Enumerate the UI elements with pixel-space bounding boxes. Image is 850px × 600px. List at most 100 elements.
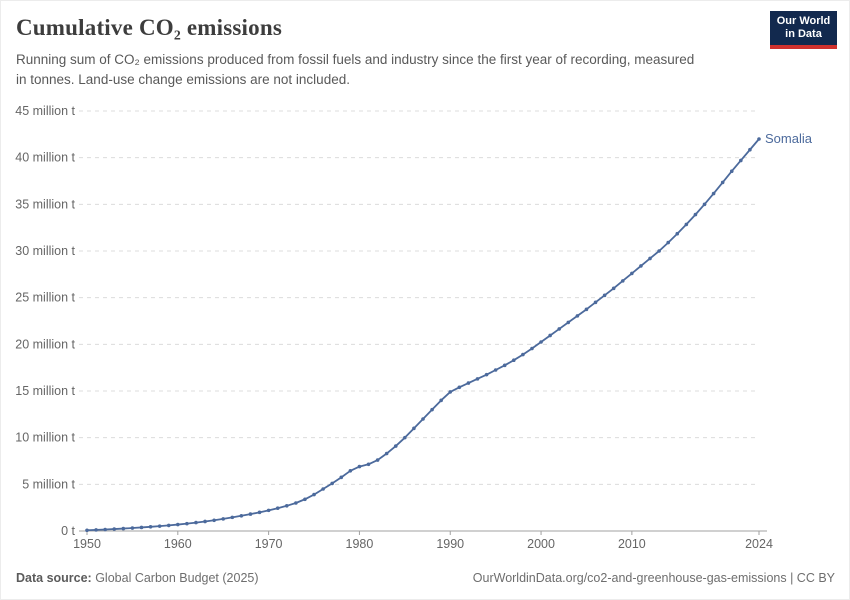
page-title: Cumulative CO₂ emissions [16, 15, 282, 40]
x-tick-label: 1970 [255, 537, 283, 551]
x-tick-label: 2000 [527, 537, 555, 551]
data-point-marker [312, 492, 316, 497]
data-point-marker [303, 497, 307, 502]
data-point-marker [339, 475, 344, 480]
x-tick-label: 1990 [436, 537, 464, 551]
y-tick-label: 45 million t [15, 104, 75, 118]
data-point-marker [203, 519, 207, 524]
data-point-marker [121, 526, 126, 531]
data-point-marker [630, 271, 634, 276]
x-tick-label: 2024 [745, 537, 773, 551]
y-tick-label: 40 million t [15, 151, 75, 165]
rights-link[interactable]: OurWorldinData.org/co2-and-greenhouse-ga… [472, 571, 835, 585]
owid-logo-line1: Our World [776, 15, 831, 28]
data-point-marker [530, 346, 534, 351]
data-point-marker [194, 520, 198, 525]
data-point-marker [148, 525, 153, 529]
data-point-marker [739, 158, 743, 163]
data-point-marker [393, 444, 398, 448]
data-point-marker [375, 458, 380, 462]
x-tick-label: 1980 [346, 537, 374, 551]
data-point-marker [466, 381, 471, 385]
data-point-marker [602, 293, 607, 298]
data-point-marker [729, 169, 734, 173]
data-point-marker [675, 231, 680, 236]
data-source: Data source: Global Carbon Budget (2025) [16, 571, 259, 585]
entity-label[interactable]: Somalia [765, 131, 813, 146]
data-point-marker [457, 385, 462, 390]
data-point-marker [384, 451, 389, 456]
y-tick-label: 5 million t [22, 477, 75, 491]
data-point-marker [330, 481, 334, 486]
data-point-marker [493, 368, 498, 372]
data-point-marker [112, 527, 117, 531]
data-point-marker [239, 513, 244, 518]
x-tick-label: 1960 [164, 537, 192, 551]
data-point-marker [521, 352, 525, 357]
data-point-marker [711, 191, 716, 196]
data-point-marker [611, 286, 616, 291]
chart-header: Cumulative CO₂ emissions Running sum of … [16, 15, 756, 89]
y-tick-label: 35 million t [15, 197, 75, 211]
data-point-marker [403, 435, 407, 440]
data-point-marker [230, 515, 235, 520]
data-point-marker [430, 407, 434, 412]
data-point-marker [666, 240, 670, 245]
data-point-marker [139, 525, 144, 530]
data-point-marker [221, 517, 226, 521]
y-tick-label: 0 t [61, 524, 75, 538]
y-tick-label: 30 million t [15, 244, 75, 258]
data-point-marker [130, 526, 135, 530]
data-point-marker [357, 464, 362, 469]
y-tick-label: 20 million t [15, 337, 75, 351]
data-point-marker [94, 528, 98, 532]
data-point-marker [366, 462, 371, 467]
data-point-marker [294, 501, 298, 505]
y-tick-label: 25 million t [15, 291, 75, 305]
data-point-marker [748, 147, 752, 152]
data-point-marker [484, 372, 489, 377]
data-point-marker [539, 340, 543, 344]
data-point-marker [257, 510, 262, 515]
data-point-marker [502, 363, 507, 368]
data-point-marker [693, 212, 698, 217]
data-point-marker [475, 377, 480, 381]
data-point-marker [584, 307, 589, 312]
data-point-marker [757, 137, 761, 141]
data-point-marker [176, 522, 180, 527]
data-source-label: Data source: [16, 571, 92, 585]
y-tick-label: 10 million t [15, 431, 75, 445]
data-point-marker [557, 327, 562, 331]
data-point-marker [412, 426, 416, 431]
data-point-marker [321, 487, 325, 491]
data-point-marker [85, 528, 89, 533]
data-point-marker [103, 527, 107, 532]
chart-subtitle: Running sum of CO₂ emissions produced fr… [16, 52, 695, 87]
data-point-marker [548, 333, 552, 338]
data-point-marker [284, 504, 289, 508]
data-point-marker [248, 512, 253, 516]
data-point-marker [620, 279, 625, 283]
data-point-marker [439, 398, 443, 403]
data-point-marker [266, 508, 271, 513]
somalia-line-series[interactable] [86, 138, 760, 532]
data-point-marker [421, 417, 425, 421]
data-point-marker [684, 222, 689, 227]
data-point-marker [185, 521, 189, 526]
x-tick-label: 1950 [73, 537, 101, 551]
data-point-marker [448, 390, 453, 394]
chart-footer: Data source: Global Carbon Budget (2025)… [16, 571, 835, 585]
data-point-marker [657, 249, 661, 253]
owid-logo-line2: in Data [785, 28, 822, 40]
owid-logo[interactable]: Our World in Data [770, 11, 837, 49]
data-point-marker [720, 180, 725, 185]
data-source-value: Global Carbon Budget (2025) [91, 571, 259, 585]
y-tick-label: 15 million t [15, 384, 75, 398]
data-point-marker [157, 524, 162, 528]
data-point-marker [212, 518, 216, 523]
data-point-marker [566, 320, 571, 325]
data-point-marker [702, 202, 707, 207]
data-point-marker [648, 256, 652, 261]
